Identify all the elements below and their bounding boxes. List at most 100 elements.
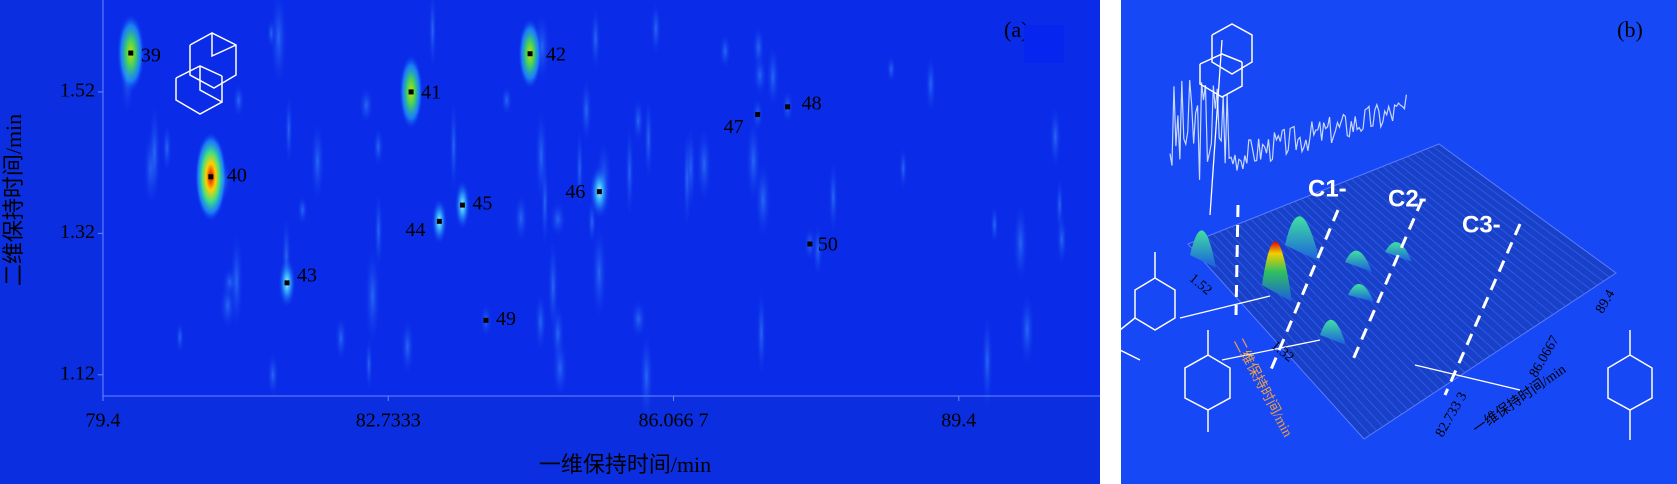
background-streak <box>513 191 529 245</box>
surface-ridge <box>1419 151 1598 286</box>
background-streak <box>828 157 839 238</box>
peak-label: 46 <box>565 181 585 203</box>
peak-point <box>284 280 290 286</box>
peak-point <box>408 89 414 95</box>
background-streak <box>148 98 161 208</box>
surface-ridge <box>1288 203 1466 373</box>
surface-ridge <box>1394 161 1573 303</box>
surface-ridge <box>1344 181 1522 336</box>
background-streak <box>719 31 732 71</box>
peak-label: 50 <box>818 234 838 256</box>
background-streak <box>296 194 309 226</box>
background-streak <box>534 104 548 208</box>
y-axis-title: 二维保持时间/min <box>1 114 26 286</box>
surface-ridge <box>1407 156 1585 295</box>
surface-ridge <box>1338 183 1516 340</box>
peak-label: 44 <box>405 219 425 241</box>
surface-ridge <box>1237 223 1415 407</box>
surface-ridge <box>1212 233 1390 423</box>
background-streak <box>284 90 293 169</box>
background-streak <box>551 336 569 400</box>
background-streak <box>266 17 276 50</box>
background-streak <box>373 187 384 275</box>
surface-ridge <box>1313 193 1491 357</box>
surface-ridge <box>1426 148 1604 282</box>
surface-ridge <box>1306 196 1485 361</box>
background-streak <box>161 121 173 175</box>
background-streak <box>756 284 767 382</box>
surface-ridge <box>1256 216 1434 394</box>
background-streak <box>534 289 547 355</box>
surface-ridge <box>1388 163 1566 307</box>
background-streak <box>696 123 712 206</box>
peak-point <box>128 50 134 56</box>
x-tick-label: 89.4 <box>941 410 976 432</box>
surface-ridge <box>1350 178 1529 332</box>
background-streak <box>766 42 780 112</box>
background-streak <box>364 334 373 394</box>
surface-ridge <box>1193 241 1371 436</box>
background-streak <box>575 124 584 215</box>
surface-ridge <box>1375 168 1554 315</box>
background-streak <box>650 0 662 58</box>
surface-ridge <box>1219 231 1396 419</box>
surface-ridge <box>1432 146 1610 278</box>
background-streak <box>580 74 593 146</box>
background-streak <box>372 125 384 169</box>
peak-label: 41 <box>421 82 441 104</box>
peak-label: 43 <box>297 264 317 286</box>
background-streak <box>981 308 994 415</box>
peak-point <box>807 241 813 247</box>
surface-ridge <box>1200 238 1377 432</box>
peak-label: 42 <box>546 43 566 65</box>
peak-label: 39 <box>141 45 161 67</box>
surface-ridge <box>1225 228 1403 415</box>
background-streak <box>886 54 897 85</box>
peak-label: 47 <box>724 116 744 138</box>
background-streak <box>449 93 459 199</box>
background-streak <box>745 114 762 208</box>
peak-point <box>596 189 602 195</box>
background-streak <box>1056 210 1068 268</box>
background-streak <box>400 315 415 378</box>
surface-ridge <box>1382 166 1560 311</box>
surface-ridge <box>1325 188 1503 349</box>
surface-ridge <box>1231 226 1409 411</box>
background-streak <box>1012 199 1029 287</box>
surface-ridge <box>1413 153 1592 290</box>
x-tick-label: 82.7333 <box>356 410 421 432</box>
peak-point <box>459 202 465 208</box>
peak-point <box>755 112 761 118</box>
background-streak <box>232 81 245 120</box>
background-streak <box>682 124 692 234</box>
background-streak <box>925 52 937 116</box>
y-tick-label: 1.12 <box>60 362 95 384</box>
x-axis-title: 一维保持时间/min <box>539 452 711 477</box>
molecule-icon <box>175 32 237 115</box>
background-streak <box>310 117 325 207</box>
background-streak <box>175 319 185 355</box>
background-streak <box>500 84 513 117</box>
zone-label: C1- <box>1308 175 1347 202</box>
background-streak <box>591 221 608 325</box>
background-streak <box>643 93 654 185</box>
background-streak <box>266 350 280 400</box>
molecule-icons <box>1119 23 1653 440</box>
background-streak <box>898 144 908 192</box>
zone-label: C3- <box>1462 211 1501 238</box>
surface-ridge <box>1300 198 1478 365</box>
background-streak <box>549 200 567 239</box>
peak-point <box>785 104 791 110</box>
surface <box>1187 143 1617 440</box>
background-streak <box>547 233 559 339</box>
peaks-3d <box>1190 216 1412 345</box>
background-streak <box>630 298 647 340</box>
background-streak <box>624 120 635 223</box>
peak-point <box>436 218 442 224</box>
background-streak <box>639 328 654 425</box>
background-streak <box>428 0 437 75</box>
background-streak <box>590 4 601 74</box>
background-streak <box>632 96 644 145</box>
y-tick-label: 1.52 <box>60 80 95 102</box>
